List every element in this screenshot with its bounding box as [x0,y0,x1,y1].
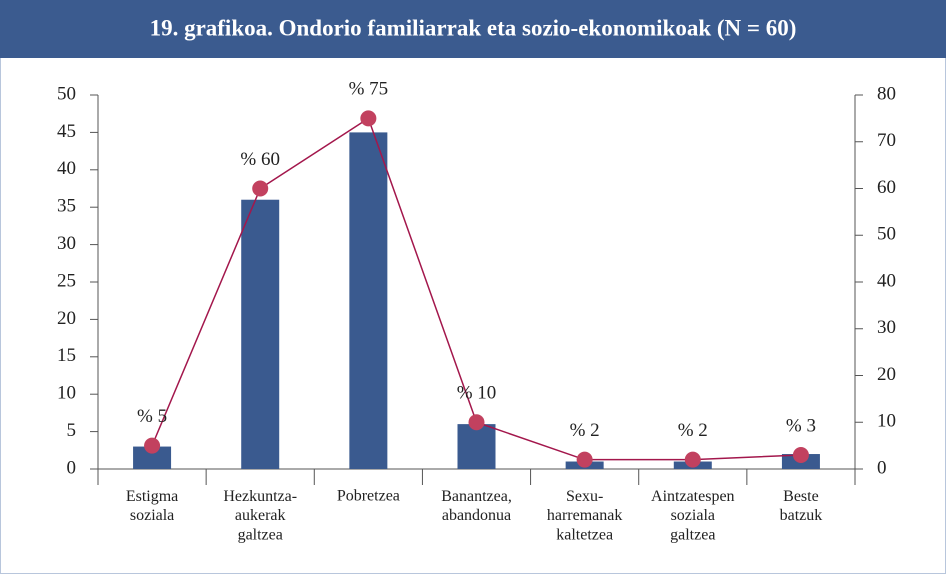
bar [241,199,280,469]
y-tick-label: 40 [57,158,76,179]
line-marker [252,180,269,197]
data-label: % 10 [457,383,497,404]
header [0,0,946,58]
data-label: % 5 [137,406,167,427]
y2-tick-label: 0 [877,457,887,478]
y-tick-label: 45 [57,121,76,142]
line-marker [792,446,809,463]
bar [457,424,496,469]
data-label: % 3 [786,415,816,436]
x-tick-label: Sexu-harremanak kaltetzea [547,488,623,543]
data-label: % 2 [570,420,600,441]
bar [133,446,172,469]
chart-title: 19. grafikoa. Ondorio familiarrak eta so… [150,15,797,40]
x-tick-label: Pobretzea [337,488,400,505]
data-label: % 60 [240,149,280,170]
line-marker [576,451,593,468]
y2-tick-label: 20 [877,364,896,385]
y2-tick-label: 70 [877,130,896,151]
y-tick-label: 25 [57,270,76,291]
y-tick-label: 30 [57,233,76,254]
y-tick-label: 35 [57,196,76,217]
y-tick-label: 50 [57,83,76,104]
line-marker [468,414,485,431]
x-tick-label: Banantzea, abandonua [441,488,512,524]
y-tick-label: 0 [67,457,77,478]
y2-tick-label: 60 [877,177,896,198]
y2-tick-label: 10 [877,411,896,432]
y2-tick-label: 40 [877,270,896,291]
x-tick-label: Aintzatespen soziala galtzea [651,488,735,543]
x-tick-label: Beste batzuk [780,488,823,524]
x-tick-label: Estigma soziala [126,488,178,524]
y-tick-label: 10 [57,383,76,404]
y2-tick-label: 80 [877,83,896,104]
x-tick-label: Hezkuntza-aukerak galtzea [223,488,297,543]
data-label: % 2 [678,420,708,441]
y2-tick-label: 30 [877,317,896,338]
data-label: % 75 [349,79,389,100]
line-marker [360,110,377,127]
y2-tick-label: 50 [877,224,896,245]
line-marker [684,451,701,468]
y-tick-label: 20 [57,308,76,329]
line-marker [144,437,161,454]
y-tick-label: 5 [67,420,77,441]
bar [349,132,388,469]
y-tick-label: 15 [57,345,76,366]
